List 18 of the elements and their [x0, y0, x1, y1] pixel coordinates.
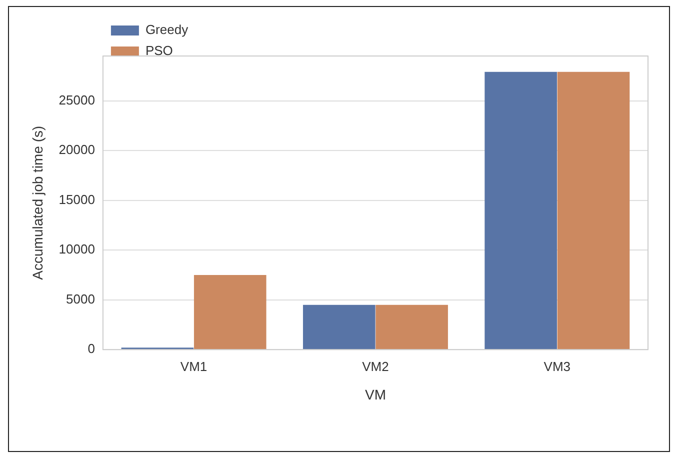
y-tick-label: 15000 [58, 192, 95, 207]
x-tick-label: VM1 [180, 358, 208, 374]
x-axis-title: VM [364, 386, 386, 402]
y-tick-label: 20000 [58, 142, 95, 158]
y-tick-label: 5000 [66, 291, 95, 306]
bar [484, 72, 557, 350]
bar [194, 274, 266, 350]
y-axis-title: Accumulated job time (s) [29, 126, 46, 280]
bar [376, 304, 448, 350]
y-tick-label: 10000 [58, 242, 95, 257]
x-tick-label: VM2 [362, 358, 389, 374]
y-tick-label: 25000 [58, 92, 95, 108]
bar [302, 304, 376, 350]
legend-label: PSO [145, 43, 173, 58]
bar [557, 72, 630, 350]
x-tick-label: VM3 [544, 358, 571, 374]
y-tick-label: 0 [88, 341, 95, 356]
legend-label: Greedy [145, 22, 189, 38]
